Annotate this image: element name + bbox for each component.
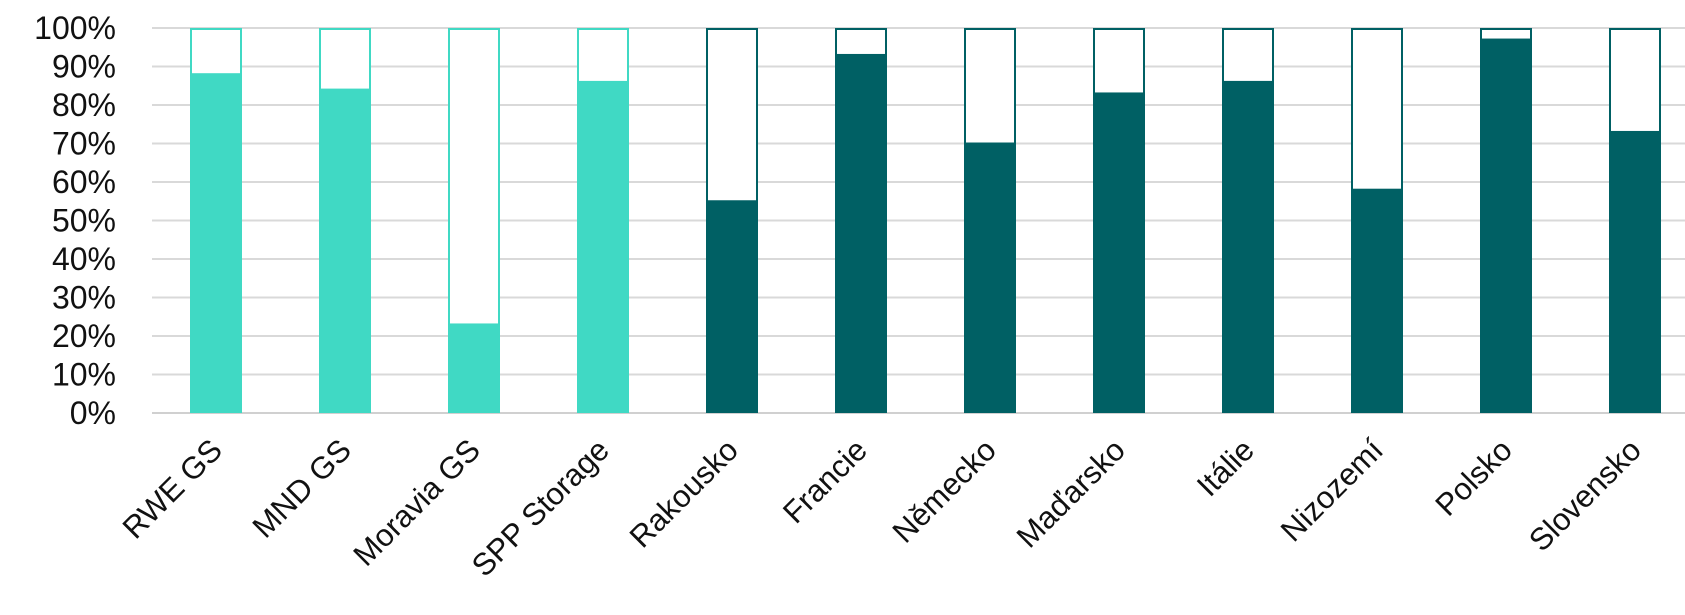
- y-tick-label: 0%: [70, 395, 116, 431]
- y-tick-label: 60%: [52, 164, 116, 200]
- bar-remainder: [1093, 28, 1145, 95]
- bar-filled: [577, 81, 629, 414]
- bar-filled: [835, 54, 887, 413]
- y-tick-label: 20%: [52, 318, 116, 354]
- bar-filled: [964, 143, 1016, 413]
- category-label: Rakousko: [623, 432, 745, 554]
- category-label: SPP Storage: [465, 432, 616, 583]
- y-tick-label: 50%: [52, 203, 116, 239]
- bar-remainder: [577, 28, 629, 83]
- category-label: Německo: [886, 432, 1003, 549]
- category-label: Nizozemí: [1274, 432, 1390, 548]
- category-label: Slovensko: [1522, 432, 1648, 558]
- bar-filled: [706, 201, 758, 413]
- category-label: MND GS: [246, 432, 358, 544]
- y-tick-label: 30%: [52, 280, 116, 316]
- bar-remainder: [1222, 28, 1274, 83]
- bar-remainder: [964, 28, 1016, 145]
- category-label: Polsko: [1428, 432, 1519, 523]
- y-tick-label: 100%: [34, 10, 116, 46]
- bar-remainder: [1609, 28, 1661, 133]
- bar-remainder: [706, 28, 758, 203]
- bar-filled: [319, 89, 371, 413]
- bar-filled: [190, 74, 242, 413]
- gridlines: [152, 27, 1685, 414]
- bars: [190, 28, 1661, 414]
- y-axis-tick-labels: 0%10%20%30%40%50%60%70%80%90%100%: [34, 10, 116, 431]
- category-label: Moravia GS: [346, 432, 486, 572]
- y-tick-label: 80%: [52, 87, 116, 123]
- bar-remainder: [1480, 28, 1532, 41]
- category-label: Francie: [776, 432, 874, 530]
- bar-remainder: [190, 28, 242, 76]
- bar-remainder: [1351, 28, 1403, 191]
- bar-filled: [448, 324, 500, 413]
- y-tick-label: 40%: [52, 241, 116, 277]
- bar-filled: [1222, 81, 1274, 414]
- category-label: Itálie: [1190, 432, 1261, 503]
- y-tick-label: 10%: [52, 357, 116, 393]
- bar-filled: [1093, 93, 1145, 413]
- category-label: RWE GS: [116, 432, 229, 545]
- y-tick-label: 70%: [52, 126, 116, 162]
- y-tick-label: 90%: [52, 49, 116, 85]
- bar-remainder: [448, 28, 500, 326]
- bar-remainder: [835, 28, 887, 56]
- bar-filled: [1351, 189, 1403, 413]
- category-label: Maďarsko: [1010, 432, 1132, 554]
- bar-remainder: [319, 28, 371, 91]
- bar-filled: [1480, 39, 1532, 414]
- bar-filled: [1609, 131, 1661, 413]
